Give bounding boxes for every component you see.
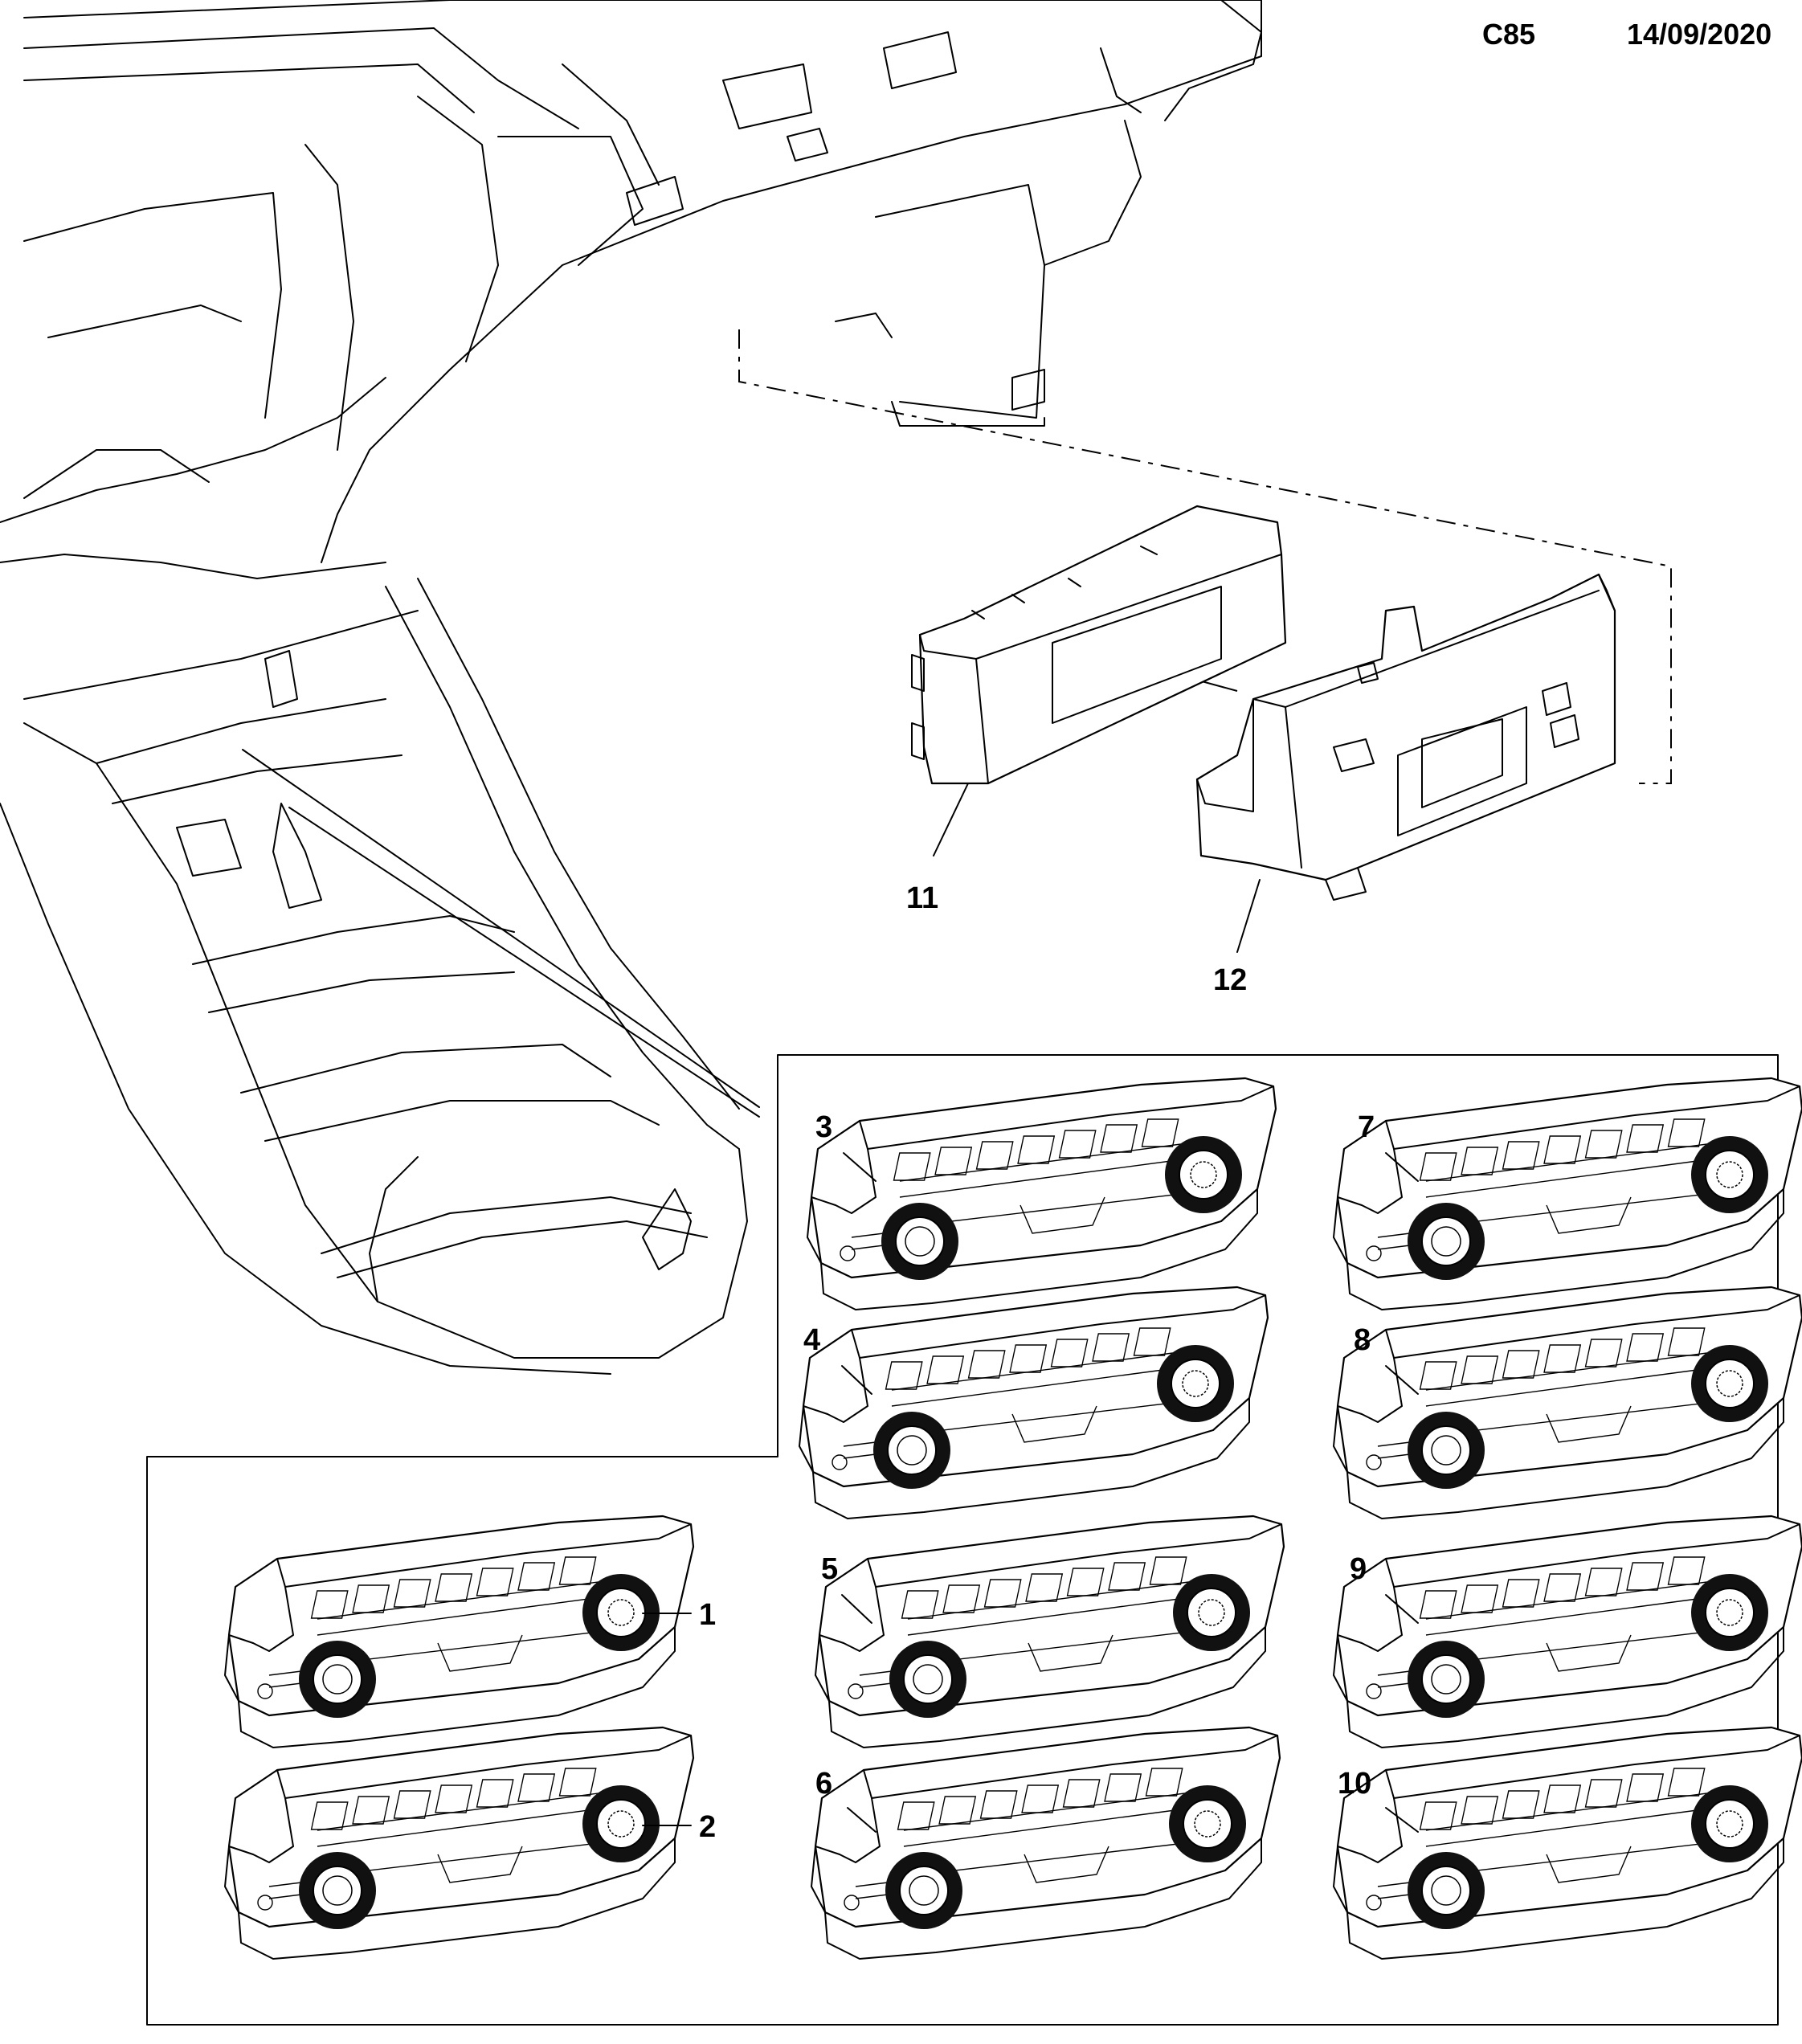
part-label-1: 1	[699, 1598, 716, 1632]
control-panel-4	[798, 1286, 1269, 1520]
control-panel-2	[223, 1726, 695, 1960]
control-panel-10	[1332, 1726, 1802, 1960]
leader-12	[1236, 879, 1261, 953]
leader-console-to-inset-2	[288, 807, 760, 1118]
leader-console-to-inset	[242, 749, 760, 1108]
center-console-assembly	[0, 0, 1262, 1375]
control-panel-3	[806, 1077, 1277, 1311]
part-leaders	[642, 1152, 1419, 1833]
diagram-code: C85	[1482, 18, 1536, 51]
control-panel-1	[223, 1515, 695, 1749]
part-label-7: 7	[1358, 1110, 1375, 1144]
part-label-9: 9	[1350, 1552, 1367, 1586]
part-label-12: 12	[1213, 963, 1247, 997]
part-label-4: 4	[803, 1323, 820, 1357]
part-label-3: 3	[815, 1110, 832, 1144]
part-label-2: 2	[699, 1810, 716, 1844]
leader-11	[933, 783, 969, 856]
part-label-5: 5	[821, 1552, 838, 1586]
display-module-part-11	[911, 505, 1287, 785]
control-panel-5	[814, 1515, 1285, 1749]
panel-variants-frame	[146, 1054, 1779, 2026]
part-label-10: 10	[1338, 1767, 1371, 1801]
part-label-6: 6	[815, 1767, 832, 1801]
part-label-11: 11	[906, 881, 938, 915]
control-panel-8	[1332, 1286, 1802, 1520]
diagram-date: 14/09/2020	[1627, 18, 1772, 51]
bracket-part-12	[1195, 573, 1616, 901]
control-panel-9	[1332, 1515, 1802, 1749]
control-panel-7	[1332, 1077, 1802, 1311]
part-label-8: 8	[1354, 1323, 1371, 1357]
control-panel-6	[810, 1726, 1281, 1960]
